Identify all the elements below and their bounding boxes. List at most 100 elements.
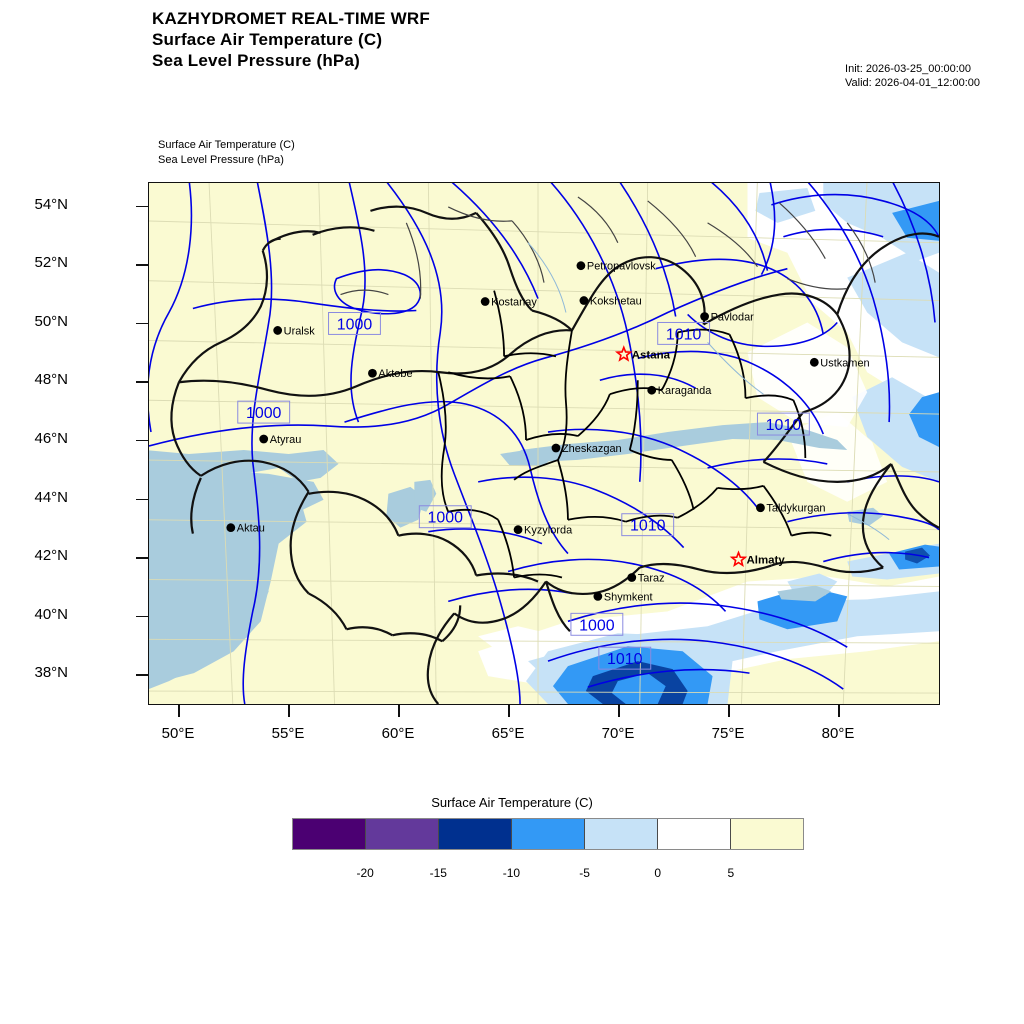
x-axis-tick-label: 80°E: [821, 725, 855, 742]
city-dot-icon: [513, 525, 523, 535]
city-dot-icon: [576, 261, 586, 271]
city-dot-icon: [647, 385, 657, 395]
x-axis-tick-mark: [288, 705, 290, 717]
panel-caption-line2: Sea Level Pressure (hPa): [158, 154, 284, 166]
svg-text:1000: 1000: [428, 510, 464, 527]
title-subline-pressure: Sea Level Pressure (hPa): [152, 51, 360, 70]
x-axis-tick-mark: [838, 705, 840, 717]
city-marker-atyrau: Atyrau: [259, 434, 301, 446]
city-label: Petropavlovsk: [587, 261, 656, 273]
city-label: Ustkamen: [820, 357, 869, 369]
y-axis-tick-mark: [136, 264, 148, 266]
y-axis-tick-mark: [136, 205, 148, 207]
city-label: Kyzylorda: [524, 525, 573, 537]
y-axis-tick-label: 46°N: [34, 429, 68, 447]
colorbar-segment-3: [511, 819, 584, 849]
svg-text:1010: 1010: [766, 417, 802, 434]
city-marker-aktau: Aktau: [226, 523, 265, 535]
colorbar-segment-5: [657, 819, 730, 849]
colorbar-segment-6: [730, 819, 803, 849]
colorbar-segment-2: [438, 819, 511, 849]
admin-borders: [170, 196, 939, 704]
city-label: Uralsk: [284, 325, 316, 337]
city-markers-layer: Petropavlovsk Kostanay Kokshetau Pavlodar Ur…: [226, 261, 870, 603]
y-axis-tick-label: 38°N: [34, 664, 68, 682]
svg-text:1010: 1010: [630, 518, 666, 535]
oblast-boundaries: [437, 290, 832, 579]
rivers: [527, 242, 890, 541]
city-label: Kokshetau: [590, 296, 642, 308]
y-axis-tick-label: 52°N: [34, 254, 68, 272]
panel-caption-line1: Surface Air Temperature (C): [158, 139, 295, 151]
colorbar-segment-4: [584, 819, 657, 849]
city-label: Taraz: [638, 572, 665, 584]
colorbar-tick-label: 0: [654, 866, 662, 880]
city-dot-icon: [259, 434, 269, 444]
colorbar-tick-label: -5: [579, 866, 590, 880]
y-axis-tick-label: 44°N: [34, 488, 68, 506]
city-marker-karaganda: Karaganda: [647, 385, 712, 397]
city-label: Karaganda: [658, 385, 713, 397]
city-marker-zheskazgan: Zheskazgan: [551, 443, 622, 455]
y-axis-tick-label: 54°N: [34, 195, 68, 213]
city-dot-icon: [627, 573, 637, 582]
city-dot-icon: [273, 326, 283, 335]
city-dot-icon: [368, 368, 377, 378]
colorbar: [292, 818, 804, 850]
svg-text:1010: 1010: [666, 326, 702, 343]
isobar-label: 1010: [657, 321, 711, 345]
y-axis-tick-mark: [136, 498, 148, 500]
water-bodies: [149, 422, 884, 690]
y-axis-tick-mark: [136, 615, 148, 618]
title-subline-temperature: Surface Air Temperature (C): [152, 30, 383, 49]
x-axis-tick-mark: [728, 705, 730, 717]
city-label: Aktobe: [378, 368, 412, 380]
city-label: Pavlodar: [711, 311, 755, 323]
x-axis-tick-label: 50°E: [161, 725, 195, 742]
city-label: Astana: [632, 349, 671, 361]
init-time: Init: 2026-03-25_00:00:00: [845, 63, 972, 75]
valid-time: Valid: 2026-04-01_12:00:00: [845, 77, 980, 89]
city-dot-icon: [579, 296, 589, 305]
city-label: Atyrau: [270, 434, 302, 446]
map-svg: 1000 1000 1000 1000 1010 1010 1010 1010 …: [149, 183, 939, 704]
city-dot-icon: [480, 297, 490, 306]
city-dot-icon: [551, 443, 561, 453]
city-marker-taldykurgan: Taldykurgan: [756, 503, 826, 515]
city-label: Aktau: [237, 523, 265, 535]
capital-star-icon: [614, 345, 633, 362]
city-dot-icon: [700, 312, 709, 321]
colorbar-segment-1: [365, 819, 438, 849]
city-label: Shymkent: [604, 591, 653, 603]
x-axis-tick-label: 70°E: [601, 725, 635, 742]
isobar-label: 1010: [756, 412, 810, 436]
page-title: KAZHYDROMET REAL-TIME WRF: [152, 9, 430, 28]
city-dot-icon: [809, 357, 819, 367]
y-axis-tick-mark: [136, 381, 148, 383]
y-axis-tick-label: 50°N: [34, 312, 68, 330]
isobar-label: 1000: [328, 312, 381, 335]
city-marker-ustkamen: Ustkamen: [809, 357, 870, 369]
model-run-info: Init: 2026-03-25_00:00:00 Valid: 2026-04…: [845, 62, 980, 90]
x-axis-tick-mark: [398, 705, 400, 717]
colorbar-tick-label: -10: [502, 866, 521, 880]
colorbar-title: Surface Air Temperature (C): [431, 795, 593, 810]
city-marker-astana: Astana: [614, 345, 671, 362]
y-axis-tick-label: 42°N: [34, 547, 68, 565]
x-axis-tick-label: 75°E: [711, 725, 745, 742]
y-axis-tick-mark: [136, 439, 148, 442]
city-label: Kostanay: [491, 297, 537, 309]
svg-text:1000: 1000: [337, 316, 373, 333]
map-plot-area: 1000 1000 1000 1000 1010 1010 1010 1010 …: [148, 182, 940, 705]
city-marker-taraz: Taraz: [627, 572, 665, 584]
graticule: [149, 183, 939, 704]
svg-text:1010: 1010: [607, 651, 643, 668]
city-dot-icon: [226, 523, 236, 533]
isobar-label: 1010: [621, 513, 675, 537]
colorbar-segment-0: [293, 819, 365, 849]
city-marker-almaty: Almaty: [729, 550, 785, 568]
isobar-label: 1000: [237, 400, 291, 424]
x-axis-tick-mark: [618, 705, 620, 717]
x-axis-tick-label: 60°E: [381, 725, 415, 742]
city-label: Almaty: [746, 555, 785, 567]
